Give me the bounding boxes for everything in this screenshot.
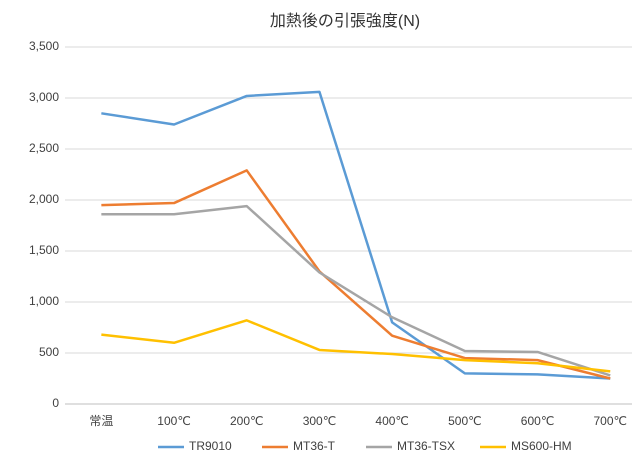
x-tick-label: 700℃	[594, 414, 628, 428]
y-tick-label: 0	[52, 396, 59, 410]
x-tick-label: 400℃	[375, 414, 409, 428]
line-series	[101, 204, 611, 377]
y-tick-label: 3,000	[29, 90, 59, 104]
legend-label: TR9010	[189, 439, 232, 453]
x-tick-label: 200℃	[230, 414, 264, 428]
y-tick-label: 3,500	[29, 39, 59, 53]
line-series	[101, 319, 611, 373]
legend-label: MS600-HM	[511, 439, 572, 453]
x-tick-label: 500℃	[448, 414, 482, 428]
x-tick-label: 100℃	[157, 414, 191, 428]
y-tick-label: 500	[39, 345, 59, 359]
x-tick-label: 常温	[89, 414, 113, 428]
x-tick-label: 600℃	[521, 414, 555, 428]
y-tick-label: 1,500	[29, 243, 59, 257]
line-series	[101, 169, 611, 380]
y-tick-label: 2,500	[29, 141, 59, 155]
y-tick-label: 2,000	[29, 192, 59, 206]
legend-label: MT36-T	[293, 439, 336, 453]
legend-label: MT36-TSX	[397, 439, 455, 453]
y-tick-label: 1,000	[29, 294, 59, 308]
chart-title: 加熱後の引張強度(N)	[270, 12, 420, 30]
line-series	[101, 90, 611, 380]
x-tick-label: 300℃	[303, 414, 337, 428]
